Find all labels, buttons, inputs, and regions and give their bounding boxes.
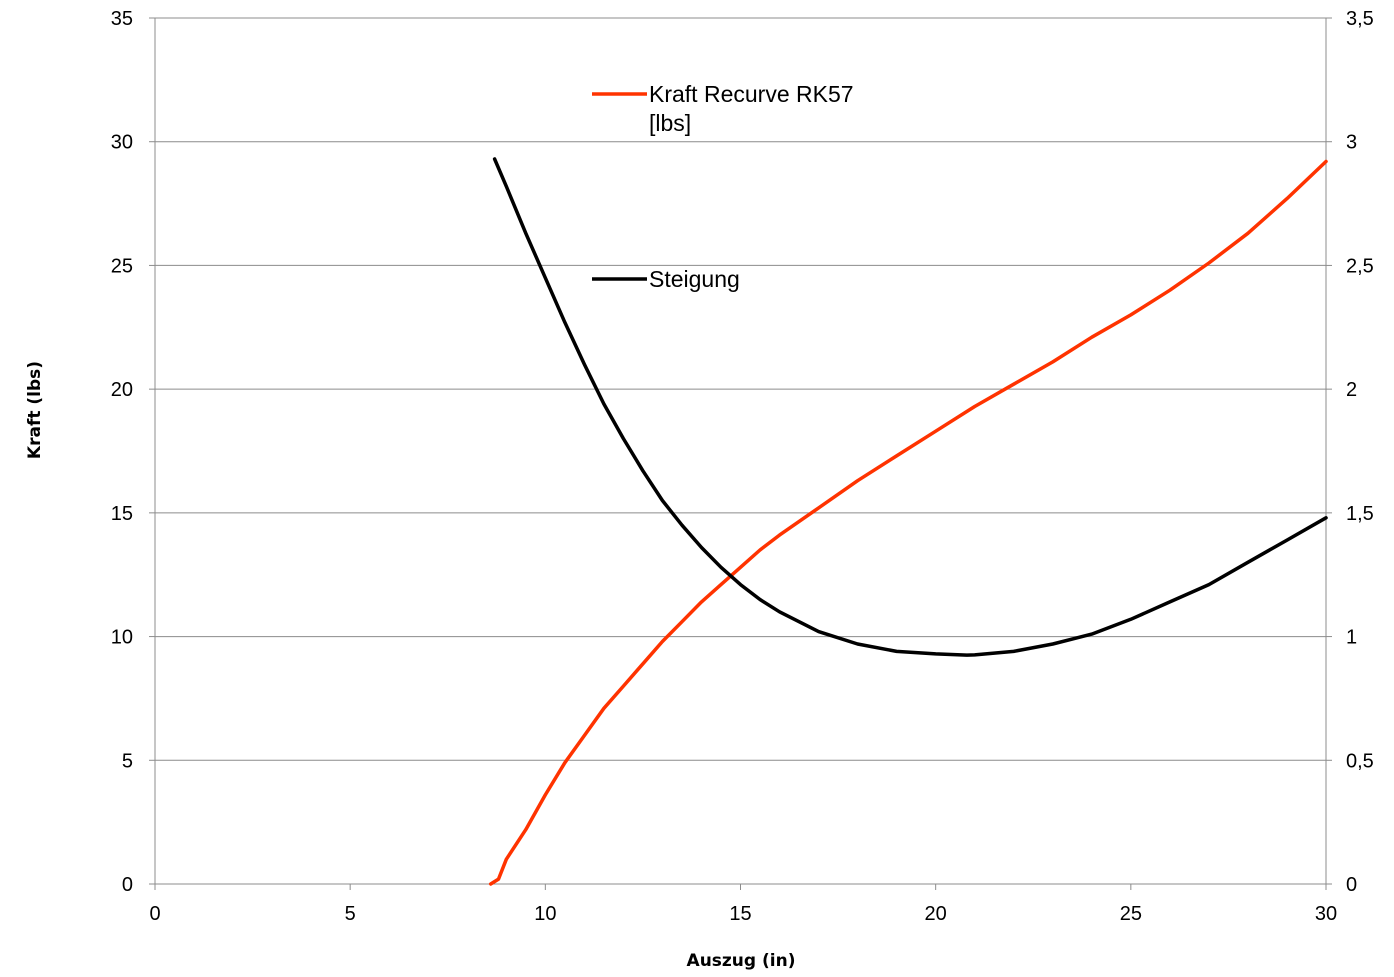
y2-tick-label: 0 [1346,874,1357,896]
y-tick-label: 5 [122,750,133,772]
y2-tick-label: 1 [1346,627,1357,649]
y2-tick-label: 2 [1346,379,1357,401]
y-tick-label: 25 [111,255,133,277]
axes [149,17,1332,890]
y-tick-label: 30 [111,132,133,154]
y-tick-label: 15 [111,503,133,525]
y2-tick-label: 0,5 [1346,750,1374,772]
y-tick-label: 20 [111,379,133,401]
series-line-steigung [492,157,1328,657]
tick-labels: 0 5 10 15 20 25 30 35 0 0,5 1 1,5 2 2,5 3 3,5 0 5 10 15 20 25… [111,8,1374,925]
y2-tick-label: 3,5 [1346,8,1374,30]
x-tick-label: 0 [149,903,160,925]
y2-tick-label: 3 [1346,132,1357,154]
legend-label-kraft: [lbs] [649,110,691,136]
x-tick-label: 20 [925,903,947,925]
series-line-kraft [488,159,1328,886]
x-tick-label: 5 [345,903,356,925]
legend-label-steigung: Steigung [649,266,740,292]
x-tick-label: 10 [534,903,556,925]
y2-tick-label: 1,5 [1346,503,1374,525]
x-axis-title: Auszug (in) [687,951,796,971]
y-tick-label: 35 [111,8,133,30]
y-axis-title: Kraft (lbs) [25,361,45,459]
y-tick-label: 10 [111,627,133,649]
y2-tick-label: 2,5 [1346,255,1374,277]
legend-label-kraft: Kraft Recurve RK57 [649,81,854,107]
y-tick-label: 0 [122,874,133,896]
gridlines [155,17,1326,761]
series-lines [488,157,1328,886]
legend: Kraft Recurve RK57 [lbs] Steigung [592,81,854,292]
x-tick-label: 25 [1120,903,1142,925]
x-tick-label: 15 [729,903,751,925]
x-tick-label: 30 [1315,903,1337,925]
